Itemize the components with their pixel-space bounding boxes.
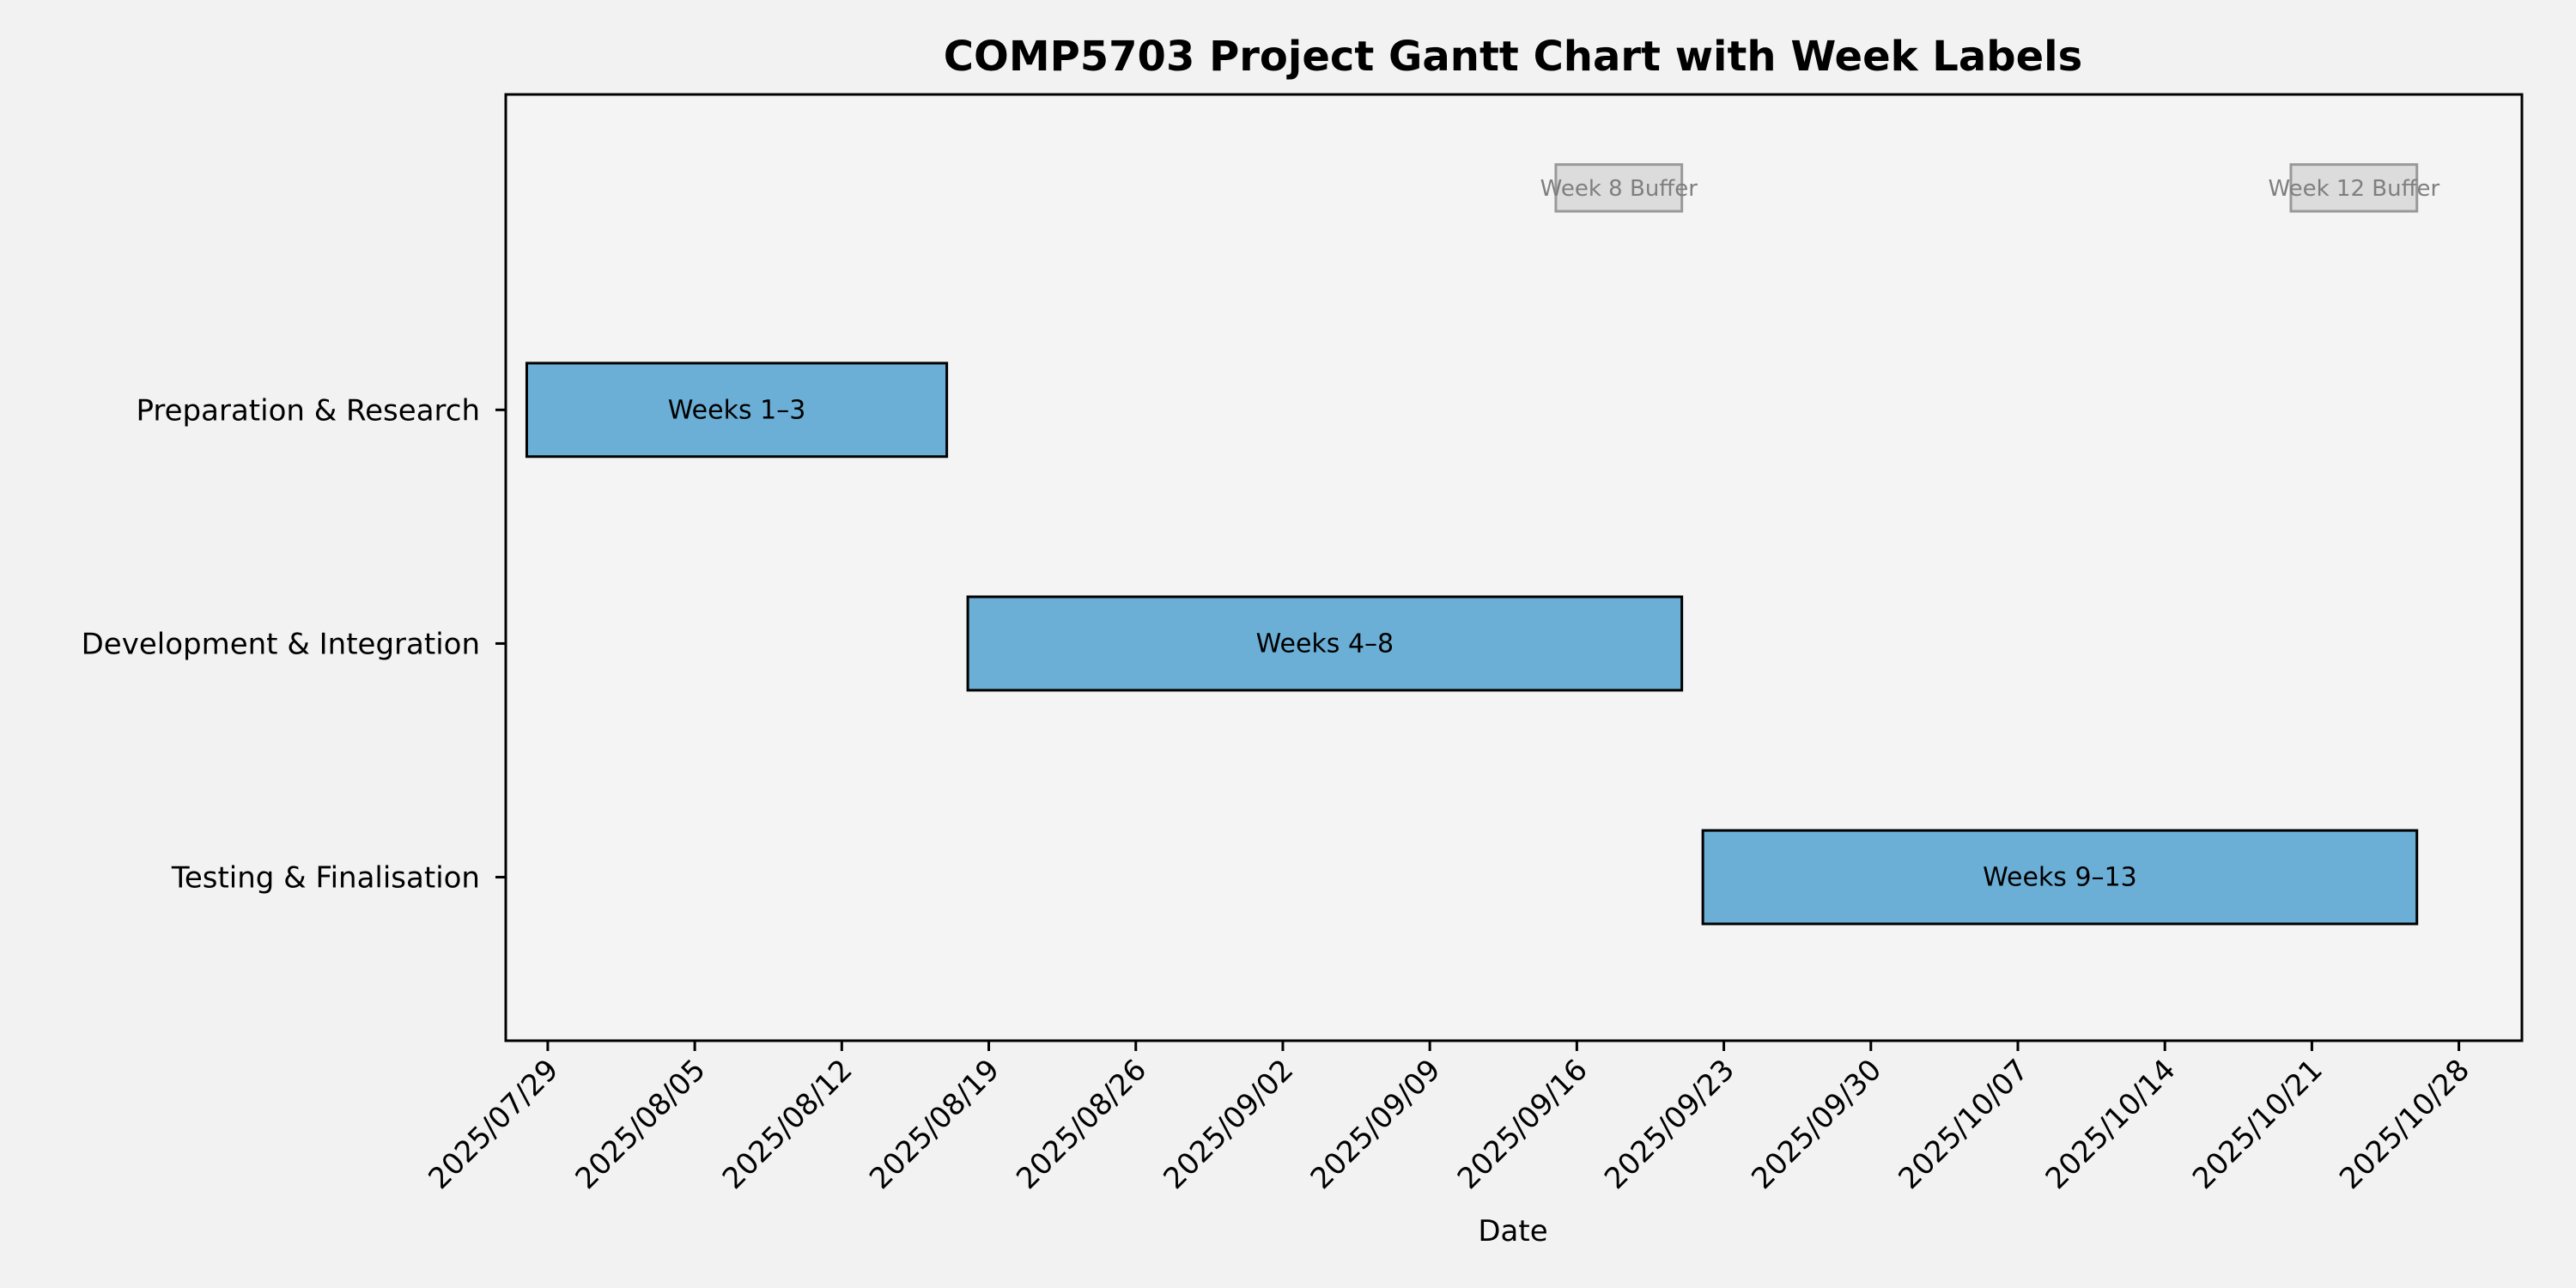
- task-bar: [525, 361, 949, 459]
- y-tick-label: Testing & Finalisation: [171, 861, 480, 896]
- buffer-label: Week 8 Buffer: [1540, 176, 1698, 202]
- x-tick-label: 2025/09/23: [1598, 1053, 1741, 1196]
- x-tick-label: 2025/08/26: [1010, 1053, 1153, 1196]
- y-tick-label: Development & Integration: [82, 627, 480, 661]
- x-tick-label: 2025/07/29: [422, 1053, 565, 1196]
- x-tick-label: 2025/08/19: [863, 1053, 1006, 1196]
- x-axis-label: Date: [1478, 1214, 1547, 1249]
- x-tick-label: 2025/08/05: [569, 1053, 713, 1196]
- x-tick-label: 2025/10/14: [2039, 1053, 2183, 1196]
- x-tick-label: 2025/10/07: [1893, 1053, 2036, 1196]
- buffer-label: Week 12 Buffer: [2268, 176, 2439, 202]
- x-tick-label: 2025/09/30: [1745, 1053, 1888, 1196]
- chart-title: COMP5703 Project Gantt Chart with Week L…: [944, 33, 2082, 81]
- y-tick-label: Preparation & Research: [137, 393, 481, 428]
- x-tick-label: 2025/10/21: [2186, 1053, 2330, 1196]
- x-tick-label: 2025/09/09: [1304, 1053, 1448, 1196]
- task-bar-label: Weeks 4–8: [1256, 629, 1394, 659]
- task-bar: [1701, 829, 2419, 926]
- task-bar-label: Weeks 1–3: [668, 395, 806, 425]
- task-bar: [966, 595, 1684, 692]
- buffer-marker: [1554, 163, 1684, 213]
- buffer-marker: [2289, 163, 2419, 213]
- x-tick-label: 2025/08/12: [716, 1053, 860, 1196]
- x-tick-label: 2025/09/02: [1157, 1053, 1300, 1196]
- x-tick-label: 2025/09/16: [1451, 1053, 1595, 1196]
- task-bar-label: Weeks 9–13: [1983, 863, 2137, 893]
- x-tick-label: 2025/10/28: [2333, 1053, 2476, 1196]
